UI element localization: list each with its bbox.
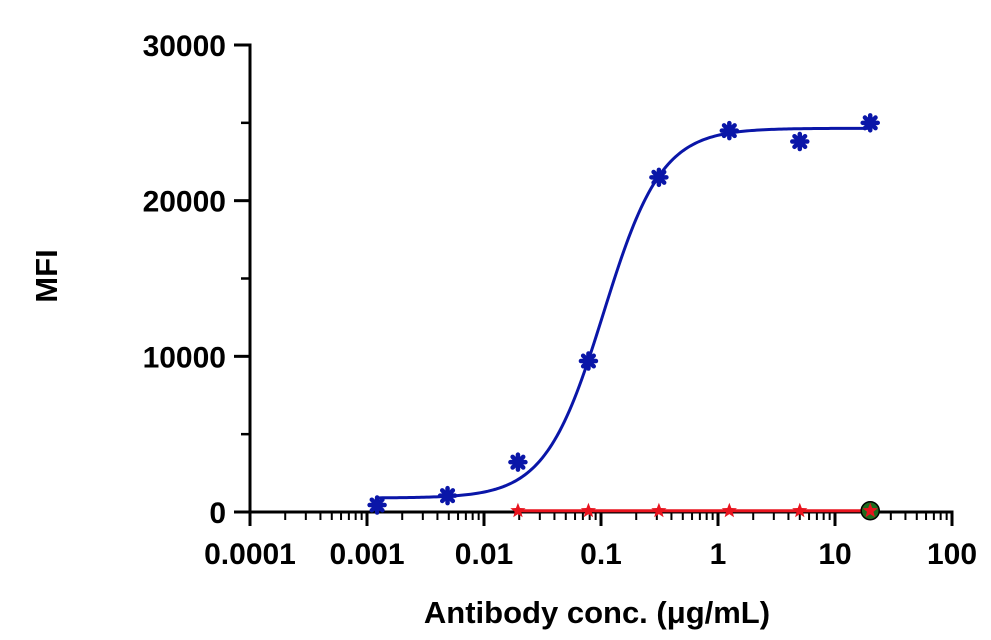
y-tick-label: 20000 [143,186,226,219]
data-point-asterisk [578,351,599,371]
data-point-asterisk [790,131,810,152]
data-points [367,113,880,521]
data-point-star [510,502,526,518]
x-tick-label: 10 [818,538,851,571]
y-tick-label: 10000 [143,341,226,374]
x-tick-label: 0.1 [580,538,622,571]
fit-curve [377,126,871,500]
data-point-star [792,502,808,518]
fit-curves [377,126,871,513]
x-tick-label: 1 [710,538,727,571]
x-tick-label: 100 [927,538,977,571]
y-tick-label: 30000 [143,30,226,63]
y-tick-label: 0 [209,497,226,530]
data-point-asterisk [508,452,528,472]
data-point-star [651,502,667,518]
data-point-asterisk [719,120,740,141]
data-point-asterisk [649,167,669,188]
data-point-star [721,502,737,518]
data-point-star [580,502,597,518]
x-tick-label: 0.0001 [204,538,296,571]
y-axis-title: MFI [29,249,64,302]
data-point-asterisk [367,495,387,515]
data-point-asterisk [860,113,880,133]
x-axis-title: Antibody conc. (μg/mL) [424,595,770,630]
data-point-star-overlay [862,502,878,518]
data-point-asterisk [437,485,458,506]
x-tick-label: 0.001 [329,538,404,571]
x-tick-label: 0.01 [455,538,513,571]
axes: 0 10000 20000 30000 0.0001 0.001 0.01 0.1 1 10 100 [143,30,977,571]
